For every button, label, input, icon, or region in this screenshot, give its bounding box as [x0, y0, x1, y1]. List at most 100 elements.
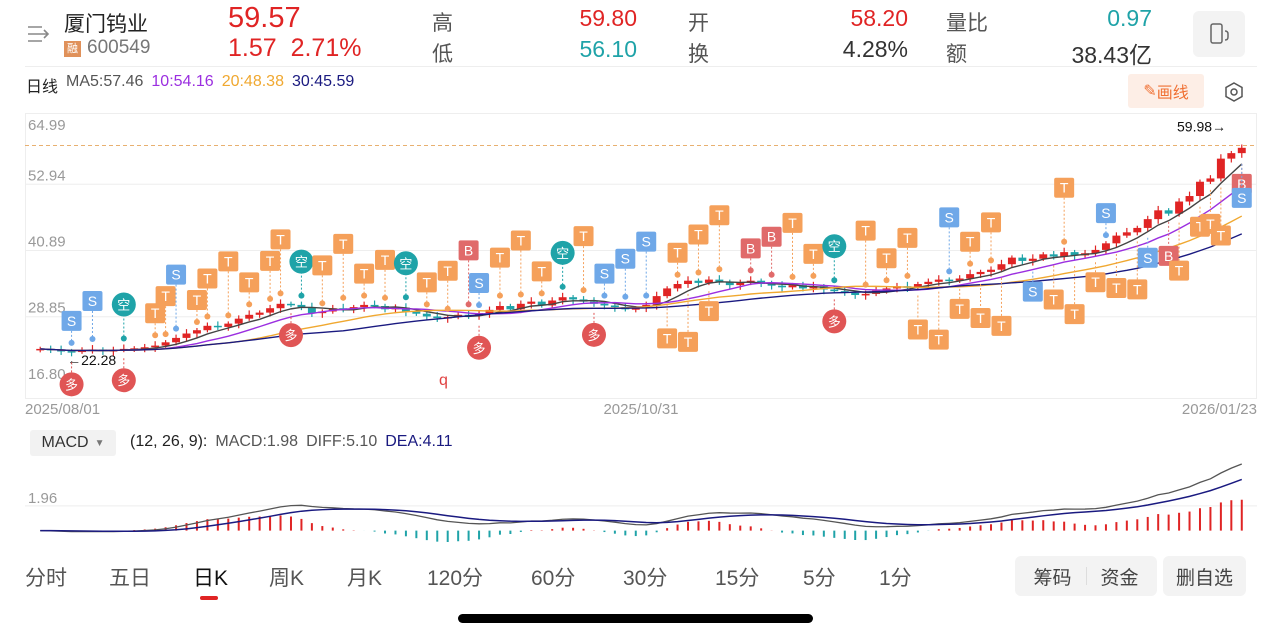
- candle-body: [830, 289, 839, 292]
- ma20-value: 20:48.38: [221, 73, 284, 90]
- dea-line: [40, 478, 1243, 533]
- divider: [1085, 567, 1087, 585]
- tab-period[interactable]: 120分: [427, 567, 484, 590]
- signal-label: 空: [117, 298, 130, 313]
- y-tick-label: 28.85: [28, 300, 66, 317]
- tab-period[interactable]: 30分: [623, 567, 668, 590]
- tab-period[interactable]: 1分: [879, 567, 912, 590]
- signal-badge-T: [354, 263, 375, 284]
- signal-dot: [444, 305, 451, 312]
- period-tabs: 分时 五日 日K 周K 月K 120分 60分 30分 15分 5分 1分: [25, 562, 985, 592]
- signal-label: T: [161, 288, 170, 304]
- signal-dot: [340, 294, 347, 301]
- signal-badge-T: [531, 261, 552, 282]
- signal-dot: [538, 290, 545, 297]
- draw-line-button[interactable]: ✎ 画线: [1128, 74, 1204, 108]
- signal-dot: [559, 283, 566, 290]
- landscape-button[interactable]: [1193, 11, 1245, 57]
- signal-label: B: [767, 229, 776, 245]
- candle-body: [1028, 258, 1037, 261]
- signal-dot: [946, 268, 953, 275]
- signal-label: S: [474, 275, 483, 291]
- tab-period[interactable]: 15分: [715, 567, 760, 590]
- signal-dot: [517, 291, 524, 298]
- remove-watchlist-button[interactable]: 删自选: [1163, 556, 1246, 596]
- macd-chart[interactable]: 1.96: [25, 458, 1257, 546]
- candle-body: [370, 304, 379, 307]
- signal-dot: [68, 339, 75, 346]
- tab-period[interactable]: 分时: [25, 567, 67, 590]
- candle-body: [360, 304, 369, 308]
- signal-dot: [904, 272, 911, 279]
- candle-body: [1185, 196, 1194, 202]
- signal-badge-B: [761, 226, 782, 247]
- tab-period[interactable]: 日K: [193, 567, 229, 590]
- candle-body: [851, 292, 860, 296]
- tab-period[interactable]: 月K: [347, 567, 383, 590]
- candle-body: [245, 314, 254, 319]
- tab-period[interactable]: 5分: [803, 567, 836, 590]
- candle-body: [537, 301, 546, 306]
- signal-dot: [152, 332, 159, 339]
- signal-label: T: [339, 236, 348, 252]
- signal-label: S: [621, 251, 630, 267]
- signal-label: T: [360, 266, 369, 282]
- candle-body: [401, 307, 410, 312]
- candle-body: [1007, 257, 1016, 265]
- candle-body: [715, 279, 724, 282]
- settings-hexagon-icon[interactable]: [1222, 80, 1246, 104]
- signal-dot: [89, 336, 96, 343]
- signal-badge-T: [970, 307, 991, 328]
- candle-body: [924, 281, 933, 285]
- signal-label: 空: [295, 255, 308, 270]
- candle-body: [203, 325, 212, 331]
- signal-badge-long: [467, 335, 492, 360]
- signal-dot: [601, 292, 608, 299]
- candle-body: [57, 350, 66, 352]
- signal-dot: [988, 257, 995, 264]
- stat-value-high: 59.80: [579, 5, 637, 31]
- ma30-line: [40, 233, 1243, 352]
- chips-button[interactable]: 筹码: [1033, 567, 1072, 589]
- signal-badge-S: [166, 264, 187, 285]
- tab-period[interactable]: 五日: [109, 567, 151, 590]
- candle-body: [569, 297, 578, 300]
- signal-label: T: [423, 274, 432, 290]
- indicator-selector[interactable]: MACD ▼: [30, 430, 116, 456]
- signal-badge-T: [260, 250, 281, 271]
- signal-dot: [120, 335, 127, 342]
- indicator-name: MACD: [41, 434, 89, 451]
- candle-body: [495, 306, 504, 310]
- tab-period[interactable]: 周K: [269, 567, 305, 590]
- ma10-value: 10:54.16: [151, 73, 214, 90]
- candle-body: [1049, 254, 1058, 257]
- candle-body: [287, 303, 295, 306]
- signal-dot: [1061, 238, 1068, 245]
- candle-body: [433, 316, 442, 319]
- signal-label: T: [318, 257, 327, 273]
- candle-body: [412, 311, 421, 314]
- signal-badge-T: [437, 260, 458, 281]
- candle-body: [966, 274, 975, 279]
- tab-period[interactable]: 60分: [531, 567, 576, 590]
- signal-badge-T: [1127, 279, 1148, 300]
- signal-label: T: [1060, 180, 1069, 196]
- candle-body: [1091, 249, 1100, 254]
- stat-value-amount: 38.43亿: [1071, 42, 1152, 68]
- signal-badge-T: [678, 331, 699, 352]
- signal-badge-T: [489, 247, 510, 268]
- menu-icon[interactable]: [26, 24, 50, 44]
- stat-label-open: 开: [688, 12, 709, 35]
- dropdown-arrow-icon: ▼: [94, 437, 105, 449]
- candle-body: [736, 282, 745, 286]
- candle-body: [516, 303, 525, 310]
- signal-badge-T: [657, 328, 678, 349]
- candle-body: [1039, 254, 1048, 259]
- funds-button[interactable]: 资金: [1100, 567, 1139, 589]
- y-tick-label: 64.99: [28, 117, 66, 134]
- signal-badge-T: [688, 224, 709, 245]
- x-axis-label: 2025/10/31: [603, 401, 678, 418]
- candle-body: [1175, 201, 1184, 214]
- stat-value-turnover: 4.28%: [842, 36, 908, 62]
